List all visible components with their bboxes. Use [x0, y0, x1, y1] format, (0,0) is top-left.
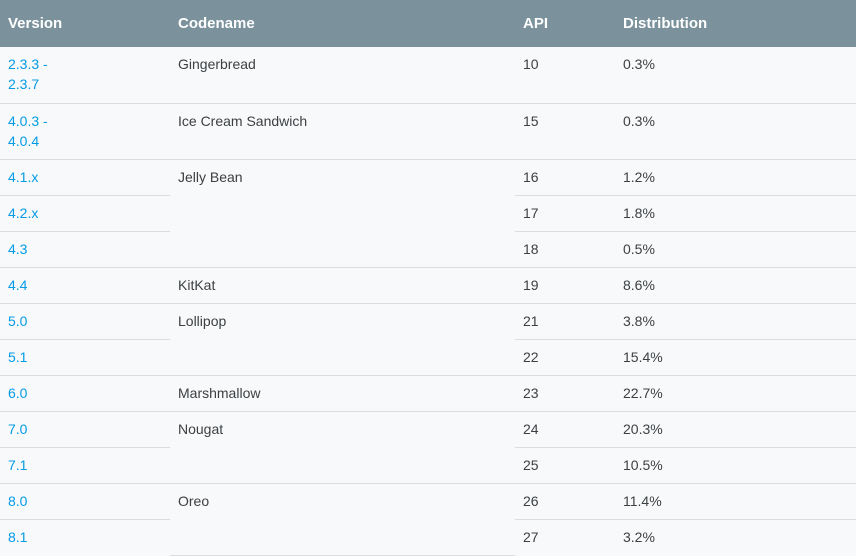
version-link[interactable]: 6.0: [8, 384, 28, 401]
distribution-cell: 20.3%: [615, 411, 856, 448]
codename-cell: KitKat: [170, 267, 515, 304]
version-link[interactable]: 4.1.x: [8, 168, 39, 185]
codename-cell: Lollipop: [170, 303, 515, 376]
distribution-cell: 11.4%: [615, 483, 856, 520]
distribution-cell: 15.4%: [615, 339, 856, 376]
api-cell: 24: [515, 411, 615, 448]
api-cell: 16: [515, 159, 615, 196]
api-cell: 26: [515, 483, 615, 520]
version-cell: 5.1: [0, 339, 170, 376]
table-row: 5.1 22 15.4%: [0, 339, 856, 376]
version-cell: 7.0: [0, 411, 170, 448]
api-cell: 25: [515, 447, 615, 484]
table-row: 6.0 Marshmallow 23 22.7%: [0, 375, 856, 412]
version-cell: 8.0: [0, 483, 170, 520]
version-link[interactable]: 5.0: [8, 312, 28, 329]
version-cell: 2.3.3 - 2.3.7: [0, 47, 170, 104]
api-cell: 10: [515, 47, 615, 104]
version-cell: 6.0: [0, 375, 170, 412]
version-link[interactable]: 4.0.3 - 4.0.4: [8, 112, 48, 149]
version-link[interactable]: 8.1: [8, 528, 28, 545]
distribution-cell: 22.7%: [615, 375, 856, 412]
api-cell: 17: [515, 195, 615, 232]
distribution-cell: 3.2%: [615, 519, 856, 555]
version-cell: 4.3: [0, 231, 170, 268]
api-cell: 23: [515, 375, 615, 412]
api-cell: 18: [515, 231, 615, 268]
table-row: 8.1 27 3.2%: [0, 519, 856, 555]
header-codename: Codename: [170, 0, 515, 47]
version-cell: 4.0.3 - 4.0.4: [0, 103, 170, 160]
version-link[interactable]: 2.3.3 - 2.3.7: [8, 56, 48, 92]
distribution-cell: 1.2%: [615, 159, 856, 196]
distribution-cell: 3.8%: [615, 303, 856, 340]
codename-cell: Oreo: [170, 483, 515, 556]
codename-cell: Jelly Bean: [170, 159, 515, 268]
distribution-cell: 8.6%: [615, 267, 856, 304]
distribution-cell: 0.3%: [615, 103, 856, 160]
version-cell: 5.0: [0, 303, 170, 340]
version-cell: 7.1: [0, 447, 170, 484]
version-link[interactable]: 7.0: [8, 420, 28, 437]
table-row: 2.3.3 - 2.3.7 Gingerbread 10 0.3%: [0, 47, 856, 104]
table-row: 4.1.x Jelly Bean 16 1.2%: [0, 159, 856, 268]
api-cell: 22: [515, 339, 615, 376]
codename-cell: Nougat: [170, 411, 515, 484]
version-cell: 4.1.x: [0, 159, 170, 196]
table-row: 4.4 KitKat 19 8.6%: [0, 267, 856, 304]
distribution-cell: 1.8%: [615, 195, 856, 232]
version-link[interactable]: 4.3: [8, 240, 28, 257]
codename-cell: Ice Cream Sandwich: [170, 103, 515, 160]
header-api: API: [515, 0, 615, 47]
version-link[interactable]: 8.0: [8, 492, 28, 509]
version-link[interactable]: 5.1: [8, 348, 28, 365]
api-cell: 15: [515, 103, 615, 160]
table-row: 4.0.3 - 4.0.4 Ice Cream Sandwich 15 0.3%: [0, 103, 856, 160]
distribution-cell: 0.5%: [615, 231, 856, 268]
table-header-row: Version Codename API Distribution: [0, 0, 856, 47]
version-cell: 4.4: [0, 267, 170, 304]
table-row: 8.0 Oreo 26 11.4%: [0, 483, 856, 556]
table-row: 4.2.x 17 1.8%: [0, 195, 856, 232]
version-cell: 4.2.x: [0, 195, 170, 232]
api-cell: 19: [515, 267, 615, 304]
api-cell: 27: [515, 519, 615, 555]
distribution-cell: 10.5%: [615, 447, 856, 484]
distribution-cell: 0.3%: [615, 47, 856, 104]
version-cell: 8.1: [0, 519, 170, 555]
table-row: 4.3 18 0.5%: [0, 231, 856, 268]
table-row: 5.0 Lollipop 21 3.8%: [0, 303, 856, 376]
table-row: 7.0 Nougat 24 20.3%: [0, 411, 856, 484]
header-version: Version: [0, 0, 170, 47]
header-distribution: Distribution: [615, 0, 856, 47]
version-link[interactable]: 4.4: [8, 276, 28, 293]
codename-cell: Marshmallow: [170, 375, 515, 412]
version-link[interactable]: 7.1: [8, 456, 28, 473]
codename-cell: Gingerbread: [170, 47, 515, 104]
api-cell: 21: [515, 303, 615, 340]
version-link[interactable]: 4.2.x: [8, 204, 39, 221]
table-row: 7.1 25 10.5%: [0, 447, 856, 484]
